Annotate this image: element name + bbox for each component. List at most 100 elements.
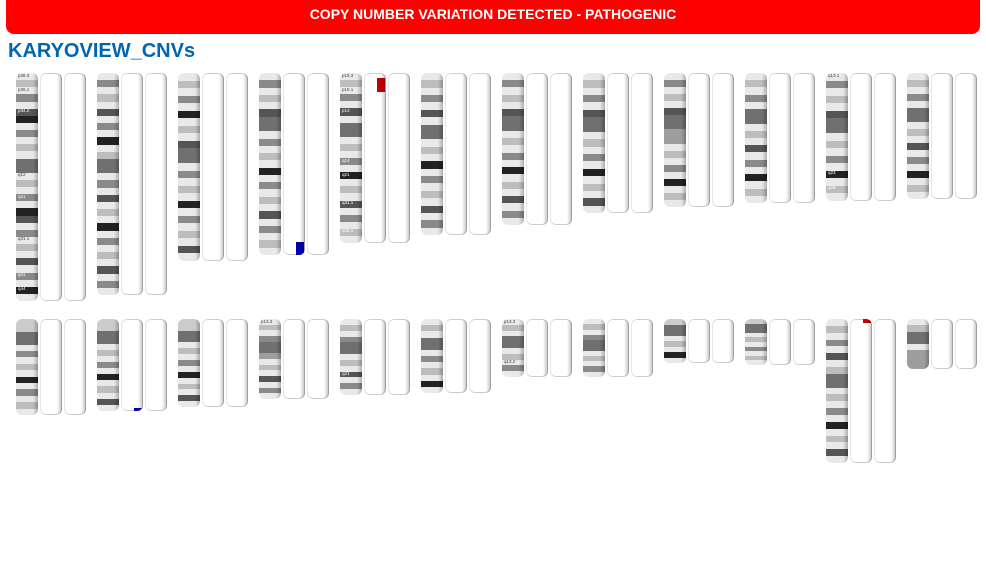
cnv-track-1 — [121, 319, 143, 411]
chrom-19[interactable]: p13.3q13.2 — [502, 319, 584, 377]
cnv-track-2 — [550, 319, 572, 377]
cnv-track-1 — [607, 319, 629, 377]
ideogram — [664, 319, 686, 363]
cnv-track-2 — [388, 73, 410, 243]
cnv-track-1 — [202, 73, 224, 261]
ideogram — [745, 73, 767, 203]
ideogram: p13.3 — [259, 319, 281, 399]
chrom-22[interactable] — [745, 319, 827, 365]
cnv-track-2 — [955, 73, 977, 199]
ideogram — [502, 73, 524, 225]
chrom-9[interactable] — [664, 73, 746, 207]
ideogram: p13.3q13.2 — [502, 319, 524, 377]
cnv-track-2 — [469, 73, 491, 235]
ideogram — [421, 73, 443, 235]
ideogram — [745, 319, 767, 365]
chrom-15[interactable] — [178, 319, 260, 407]
chrom-14[interactable] — [97, 319, 179, 411]
alert-banner: COPY NUMBER VARIATION DETECTED - PATHOGE… — [6, 0, 980, 34]
cnv-track-2 — [469, 319, 491, 393]
chrom-13[interactable] — [16, 319, 98, 415]
ideogram — [259, 73, 281, 255]
chrom-11[interactable]: q13.1q23q25 — [826, 73, 908, 201]
cnv-loss[interactable] — [134, 408, 142, 411]
ideogram — [97, 73, 119, 295]
alert-text: COPY NUMBER VARIATION DETECTED - PATHOGE… — [310, 6, 677, 22]
chrom-18[interactable] — [421, 319, 503, 393]
cnv-track-1 — [202, 319, 224, 407]
cnv-gain[interactable] — [863, 319, 871, 323]
cnv-track-1 — [931, 73, 953, 199]
cnv-track-2 — [550, 73, 572, 225]
cnv-track-2 — [874, 319, 896, 463]
cnv-track-1 — [445, 319, 467, 393]
chrom-8[interactable] — [583, 73, 665, 213]
cnv-track-2 — [631, 319, 653, 377]
ideogram — [907, 73, 929, 199]
cnv-track-1 — [40, 73, 62, 301]
ideogram — [826, 319, 848, 463]
cnv-track-1 — [931, 319, 953, 369]
cnv-track-2 — [145, 319, 167, 411]
ideogram — [178, 319, 200, 407]
chrom-12[interactable] — [907, 73, 986, 199]
cnv-loss[interactable] — [296, 242, 304, 255]
cnv-track-2 — [226, 73, 248, 261]
chrom-5[interactable]: p15.3p15.1p13q14q21q31.1q35.1 — [340, 73, 422, 243]
cnv-gain[interactable] — [377, 78, 385, 92]
cnv-track-2 — [874, 73, 896, 201]
cnv-track-2 — [631, 73, 653, 213]
cnv-track-1 — [364, 73, 386, 243]
cnv-track-1 — [688, 319, 710, 363]
cnv-track-2 — [793, 73, 815, 203]
cnv-track-1 — [364, 319, 386, 395]
ideogram — [583, 73, 605, 213]
chrom-X[interactable] — [826, 319, 908, 463]
cnv-track-2 — [955, 319, 977, 369]
cnv-track-2 — [64, 73, 86, 301]
ideogram — [583, 319, 605, 377]
cnv-track-1 — [121, 73, 143, 295]
ideogram: q21 — [340, 319, 362, 395]
chrom-21[interactable] — [664, 319, 746, 363]
cnv-track-1 — [769, 73, 791, 203]
cnv-track-2 — [307, 319, 329, 399]
cnv-track-1 — [688, 73, 710, 207]
ideogram: p15.3p15.1p13q14q21q31.1q35.1 — [340, 73, 362, 243]
chrom-3[interactable] — [178, 73, 260, 261]
karyoview-canvas: p36.3p35.1p34.2q12q21q31.1q41q44 p15.3p15… — [0, 65, 986, 585]
chrom-17[interactable]: q21 — [340, 319, 422, 395]
cnv-track-2 — [712, 73, 734, 207]
cnv-track-1 — [769, 319, 791, 365]
cnv-track-1 — [526, 73, 548, 225]
cnv-track-2 — [793, 319, 815, 365]
ideogram: p36.3p35.1p34.2q12q21q31.1q41q44 — [16, 73, 38, 301]
ideogram — [421, 319, 443, 393]
ideogram — [97, 319, 119, 411]
chrom-10[interactable] — [745, 73, 827, 203]
cnv-track-2 — [712, 319, 734, 363]
ideogram — [664, 73, 686, 207]
cnv-track-1 — [283, 73, 305, 255]
cnv-track-1 — [445, 73, 467, 235]
cnv-track-2 — [226, 319, 248, 407]
cnv-track-2 — [145, 73, 167, 295]
ideogram — [16, 319, 38, 415]
chrom-4[interactable] — [259, 73, 341, 255]
ideogram — [907, 319, 929, 369]
cnv-track-1 — [526, 319, 548, 377]
ideogram: q13.1q23q25 — [826, 73, 848, 201]
cnv-track-2 — [64, 319, 86, 415]
chrom-2[interactable] — [97, 73, 179, 295]
ideogram — [178, 73, 200, 261]
chrom-1[interactable]: p36.3p35.1p34.2q12q21q31.1q41q44 — [16, 73, 98, 301]
chrom-6[interactable] — [421, 73, 503, 235]
cnv-track-2 — [307, 73, 329, 255]
chrom-7[interactable] — [502, 73, 584, 225]
chrom-16[interactable]: p13.3 — [259, 319, 341, 399]
cnv-track-1 — [40, 319, 62, 415]
chrom-20[interactable] — [583, 319, 665, 377]
cnv-track-1 — [850, 73, 872, 201]
chrom-Y[interactable] — [907, 319, 986, 369]
cnv-track-1 — [850, 319, 872, 463]
